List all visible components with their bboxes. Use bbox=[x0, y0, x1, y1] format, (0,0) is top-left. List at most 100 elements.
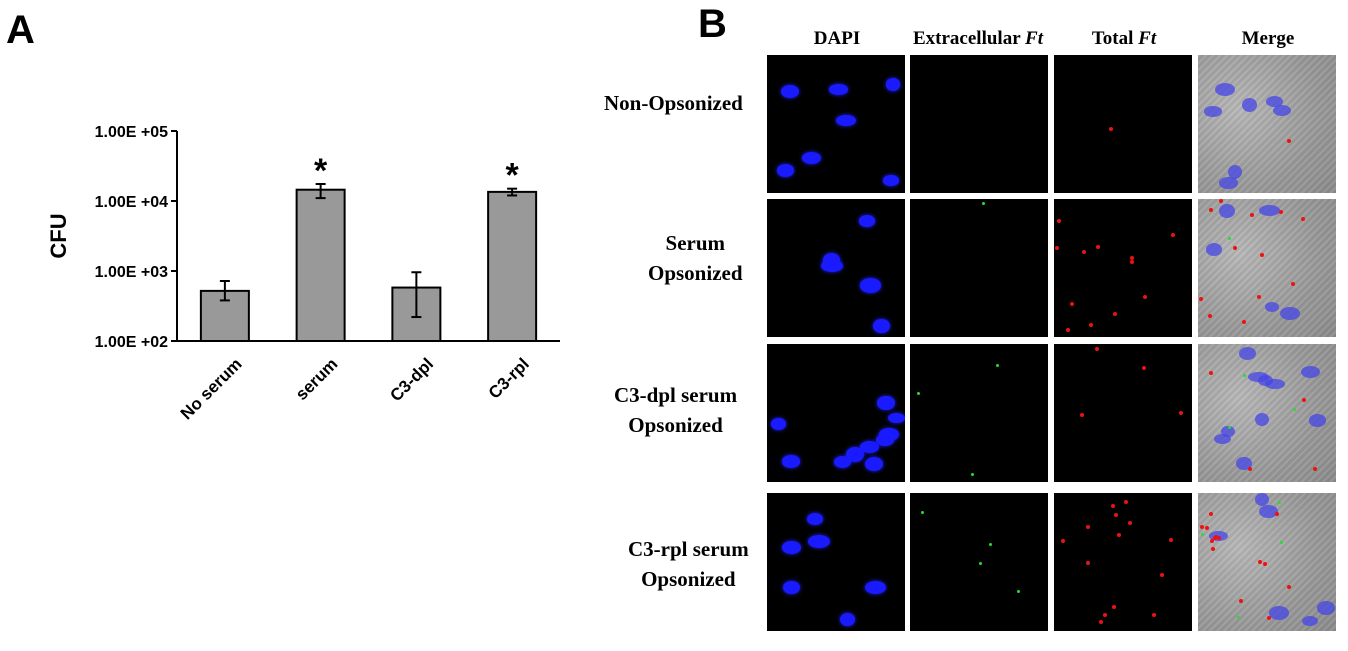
significance-star-3: * bbox=[506, 157, 520, 195]
bar-1 bbox=[295, 188, 346, 342]
nucleus bbox=[1264, 302, 1280, 313]
nucleus bbox=[885, 78, 901, 91]
green-bacterium bbox=[1278, 501, 1282, 505]
red-bacterium bbox=[1081, 250, 1086, 255]
col-header-total: Total Ft bbox=[1091, 28, 1157, 49]
nucleus bbox=[860, 441, 880, 453]
col-header-extracellular: Extracellular Ft bbox=[913, 28, 1043, 49]
red-bacterium bbox=[1212, 535, 1217, 540]
red-bacterium bbox=[1279, 210, 1284, 215]
row-label-c3-dpl: C3-dpl serum Opsonized bbox=[614, 383, 738, 437]
red-bacterium bbox=[1275, 511, 1280, 516]
y-tick-label-0: 1.00E +02 bbox=[95, 334, 169, 351]
nucleus bbox=[1254, 412, 1270, 427]
red-bacterium bbox=[1143, 294, 1148, 299]
green-bacterium bbox=[1017, 589, 1021, 593]
nucleus bbox=[833, 456, 852, 469]
panel-a-label: A bbox=[6, 8, 35, 52]
x-tick-label-0: No serum bbox=[177, 354, 246, 423]
col-header-merge: Merge bbox=[1241, 28, 1295, 49]
red-bacterium bbox=[1054, 245, 1059, 250]
nucleus bbox=[836, 115, 856, 127]
red-bacterium bbox=[1170, 233, 1175, 238]
y-axis-label: CFU bbox=[46, 213, 71, 258]
red-bacterium bbox=[1291, 282, 1296, 287]
red-bacterium bbox=[1286, 139, 1291, 144]
red-bacterium bbox=[1232, 245, 1237, 250]
panel-b-label: B bbox=[698, 2, 727, 46]
nucleus bbox=[1265, 95, 1284, 108]
red-bacterium bbox=[1130, 259, 1135, 264]
green-bacterium bbox=[995, 364, 999, 368]
nucleus bbox=[1272, 104, 1291, 116]
red-bacterium bbox=[1116, 533, 1121, 538]
green-bacterium bbox=[1236, 616, 1240, 620]
nucleus bbox=[1302, 616, 1318, 627]
green-bacterium bbox=[982, 202, 986, 206]
nucleus bbox=[1268, 606, 1290, 621]
red-bacterium bbox=[1070, 302, 1075, 307]
micrograph-r3-c1 bbox=[910, 493, 1048, 631]
nucleus bbox=[864, 580, 887, 594]
col-header-dapi: DAPI bbox=[813, 28, 861, 49]
nucleus bbox=[776, 163, 795, 177]
nucleus bbox=[828, 84, 849, 95]
nucleus bbox=[806, 512, 823, 525]
nucleus bbox=[1308, 414, 1326, 427]
y-tick-label-2: 1.00E +04 bbox=[95, 194, 169, 211]
micrograph-r2-c2 bbox=[1054, 344, 1192, 482]
micrograph-r1-c0 bbox=[767, 199, 905, 337]
red-bacterium bbox=[1257, 560, 1262, 565]
red-bacterium bbox=[1256, 295, 1261, 300]
green-bacterium bbox=[1227, 425, 1231, 429]
row-label-serum: Serum Opsonized bbox=[648, 231, 743, 285]
red-bacterium bbox=[1262, 562, 1267, 567]
green-bacterium bbox=[916, 391, 920, 395]
red-bacterium bbox=[1205, 526, 1210, 531]
red-bacterium bbox=[1128, 521, 1133, 525]
micrograph-r2-c1 bbox=[910, 344, 1048, 482]
nucleus bbox=[864, 457, 883, 471]
red-bacterium bbox=[1260, 252, 1265, 257]
bar-3 bbox=[487, 190, 538, 342]
red-bacterium bbox=[1099, 620, 1104, 625]
red-bacterium bbox=[1199, 297, 1204, 302]
red-bacterium bbox=[1208, 313, 1213, 318]
micrograph-r0-c1 bbox=[910, 55, 1048, 193]
green-bacterium bbox=[989, 542, 993, 546]
red-bacterium bbox=[1124, 499, 1129, 504]
y-tick-label-3: 1.00E +05 bbox=[95, 124, 169, 141]
row-label-c3-rpl: C3-rpl serum Opsonized bbox=[628, 537, 749, 591]
nucleus bbox=[802, 151, 821, 164]
red-bacterium bbox=[1247, 466, 1252, 471]
nucleus bbox=[845, 446, 865, 462]
nucleus bbox=[1227, 164, 1243, 180]
green-bacterium bbox=[970, 472, 974, 476]
micrograph-r1-c3 bbox=[1198, 199, 1336, 337]
red-bacterium bbox=[1085, 560, 1090, 565]
red-bacterium bbox=[1113, 312, 1118, 317]
nucleus bbox=[808, 534, 831, 548]
nucleus bbox=[1264, 378, 1286, 389]
micrograph-r3-c3 bbox=[1198, 493, 1336, 631]
red-bacterium bbox=[1096, 245, 1101, 250]
micrograph-r2-c0 bbox=[767, 344, 905, 482]
nucleus bbox=[1238, 347, 1257, 360]
red-bacterium bbox=[1209, 371, 1214, 376]
x-tick-label-1: serum bbox=[292, 354, 342, 404]
nucleus bbox=[781, 455, 801, 468]
nucleus bbox=[822, 253, 841, 268]
nucleus bbox=[876, 395, 895, 411]
red-bacterium bbox=[1241, 319, 1246, 324]
nucleus bbox=[1203, 106, 1222, 117]
micrograph-r2-c3 bbox=[1198, 344, 1336, 482]
nucleus bbox=[1248, 371, 1270, 383]
red-bacterium bbox=[1152, 613, 1156, 618]
nucleus bbox=[859, 278, 882, 293]
nucleus bbox=[873, 319, 890, 333]
red-bacterium bbox=[1238, 599, 1243, 604]
red-bacterium bbox=[1112, 605, 1117, 610]
red-bacterium bbox=[1208, 207, 1213, 212]
nucleus bbox=[1219, 177, 1239, 189]
red-bacterium bbox=[1219, 199, 1224, 204]
